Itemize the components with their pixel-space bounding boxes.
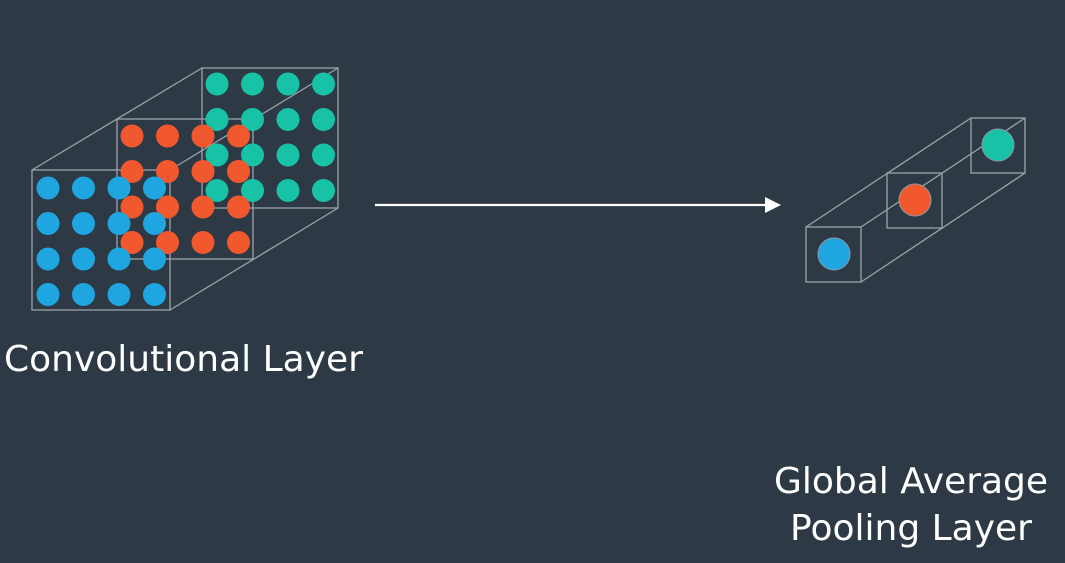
teal-activation-dot [276,72,300,96]
blue-activation-dot [107,283,131,306]
teal-activation-dot [276,108,300,131]
orange-activation-dot [156,231,179,254]
teal-activation-dot [205,72,229,96]
blue-activation-dot [36,212,60,235]
gap-label-line-1: Global Average [773,461,1049,502]
teal-activation-dot [312,108,335,131]
transform-arrow [375,197,781,213]
blue-activation-dot [143,283,166,306]
teal-activation-dot [312,143,335,167]
teal-activation-dot [205,108,229,131]
blue-activation-dot [143,247,166,271]
feature-map-blue [36,176,166,306]
gap-value-blue [817,237,851,271]
orange-activation-dot [227,195,250,219]
orange-activation-dot [156,195,179,219]
gap-edge-top-left [805,117,972,228]
orange-activation-dot [120,160,144,183]
gap-value-teal [981,128,1015,162]
orange-activation-dot [156,160,179,183]
blue-activation-dot [72,283,95,306]
convolutional-layer-label: Convolutional Layer [4,339,363,380]
orange-activation-dot [191,124,215,148]
blue-activation-dot [36,283,60,306]
arrow-head [765,197,781,213]
gap-value-orange [898,183,932,217]
teal-activation-dot [241,179,264,202]
teal-activation-dot [205,179,229,202]
blue-activation-dot [107,176,131,200]
teal-activation-dot [312,72,335,96]
orange-activation-dot [120,231,144,254]
orange-activation-dot [227,231,250,254]
teal-activation-dot [241,108,264,131]
orange-activation-dot [191,195,215,219]
conv-edge-bottom-right [169,207,339,311]
orange-activation-dot [120,195,144,219]
feature-map-teal [205,72,335,202]
gap-cell-front [805,226,862,283]
gap-cell-middle [886,172,943,229]
blue-activation-dot [36,247,60,271]
gap-label-line-2: Pooling Layer [790,508,1032,549]
teal-activation-dot [276,143,300,167]
teal-activation-dot [276,179,300,202]
orange-activation-dot [120,124,144,148]
blue-activation-dot [107,212,131,235]
feature-map-orange [120,124,250,254]
teal-activation-dot [312,179,335,202]
orange-activation-dot [227,124,250,148]
teal-activation-dot [241,72,264,96]
blue-activation-dot [72,176,95,200]
orange-activation-dot [191,231,215,254]
orange-activation-dot [227,160,250,183]
gap-edge-bottom-right [860,172,1026,283]
teal-activation-dot [241,143,264,167]
global-average-pooling-layer-label: Global Average Pooling Layer [772,458,1050,552]
blue-activation-dot [72,247,95,271]
teal-activation-dot [205,143,229,167]
blue-activation-dot [36,176,60,200]
blue-activation-dot [72,212,95,235]
orange-activation-dot [191,160,215,183]
blue-activation-dot [107,247,131,271]
blue-activation-dot [143,212,166,235]
orange-activation-dot [156,124,179,148]
gap-cell-back [970,117,1026,174]
conv-edge-top-left [31,67,203,171]
blue-activation-dot [143,176,166,200]
